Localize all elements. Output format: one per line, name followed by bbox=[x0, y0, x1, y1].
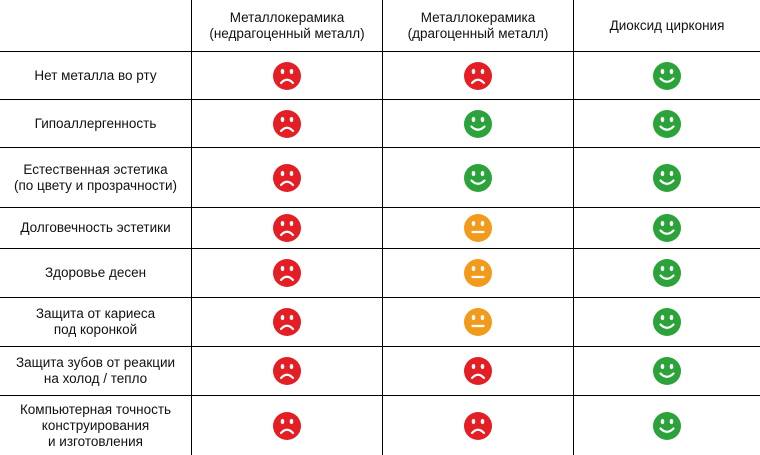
smiley-happy-icon bbox=[652, 109, 682, 139]
row-label: Защита зубов от реакции на холод / тепло bbox=[0, 346, 191, 395]
rating-cell bbox=[573, 51, 760, 99]
row-label: Нет металла во рту bbox=[0, 51, 191, 99]
smiley-happy-icon bbox=[652, 163, 682, 193]
header-zirconia: Диоксид циркония bbox=[573, 0, 760, 51]
smiley-neutral-icon bbox=[463, 307, 493, 337]
smiley-neutral-icon bbox=[463, 213, 493, 243]
smiley-happy-icon bbox=[463, 163, 493, 193]
rating-cell bbox=[191, 297, 382, 346]
smiley-happy-icon bbox=[463, 109, 493, 139]
smiley-happy-icon bbox=[652, 258, 682, 288]
rating-cell bbox=[573, 395, 760, 455]
rating-cell bbox=[382, 297, 573, 346]
rating-cell bbox=[191, 346, 382, 395]
smiley-sad-icon bbox=[272, 307, 302, 337]
rating-cell bbox=[191, 395, 382, 455]
smiley-happy-icon bbox=[652, 61, 682, 91]
rating-cell bbox=[573, 297, 760, 346]
rating-cell bbox=[382, 248, 573, 297]
row-label: Естественная эстетика (по цвету и прозра… bbox=[0, 147, 191, 207]
rating-cell bbox=[382, 147, 573, 207]
smiley-sad-icon bbox=[463, 61, 493, 91]
smiley-sad-icon bbox=[272, 213, 302, 243]
rating-cell bbox=[382, 51, 573, 99]
smiley-sad-icon bbox=[272, 356, 302, 386]
row-label: Защита от кариеса под коронкой bbox=[0, 297, 191, 346]
header-metal-ceramic-base: Металлокерамика (недрагоценный металл) bbox=[191, 0, 382, 51]
smiley-sad-icon bbox=[272, 258, 302, 288]
smiley-happy-icon bbox=[652, 356, 682, 386]
smiley-sad-icon bbox=[463, 411, 493, 441]
smiley-sad-icon bbox=[272, 61, 302, 91]
rating-cell bbox=[573, 147, 760, 207]
rating-cell bbox=[573, 99, 760, 147]
rating-cell bbox=[573, 346, 760, 395]
rating-cell bbox=[382, 395, 573, 455]
rating-cell bbox=[382, 346, 573, 395]
smiley-sad-icon bbox=[272, 163, 302, 193]
rating-cell bbox=[382, 99, 573, 147]
header-empty-cell bbox=[0, 0, 191, 51]
smiley-sad-icon bbox=[463, 356, 493, 386]
smiley-happy-icon bbox=[652, 213, 682, 243]
smiley-happy-icon bbox=[652, 411, 682, 441]
rating-cell bbox=[191, 207, 382, 248]
rating-cell bbox=[191, 147, 382, 207]
header-metal-ceramic-precious: Металлокерамика (драгоценный металл) bbox=[382, 0, 573, 51]
rating-cell bbox=[382, 207, 573, 248]
rating-cell bbox=[573, 207, 760, 248]
rating-cell bbox=[573, 248, 760, 297]
rating-cell bbox=[191, 99, 382, 147]
smiley-sad-icon bbox=[272, 109, 302, 139]
rating-cell bbox=[191, 248, 382, 297]
header-label: Диоксид циркония bbox=[609, 17, 725, 33]
smiley-sad-icon bbox=[272, 411, 302, 441]
header-label: Металлокерамика (драгоценный металл) bbox=[407, 9, 549, 41]
row-label: Гипоаллергенность bbox=[0, 99, 191, 147]
row-label: Долговечность эстетики bbox=[0, 207, 191, 248]
row-label: Здоровье десен bbox=[0, 248, 191, 297]
header-label: Металлокерамика (недрагоценный металл) bbox=[209, 9, 365, 41]
smiley-neutral-icon bbox=[463, 258, 493, 288]
rating-cell bbox=[191, 51, 382, 99]
smiley-happy-icon bbox=[652, 307, 682, 337]
row-label: Компьютерная точность конструирования и … bbox=[0, 395, 191, 455]
